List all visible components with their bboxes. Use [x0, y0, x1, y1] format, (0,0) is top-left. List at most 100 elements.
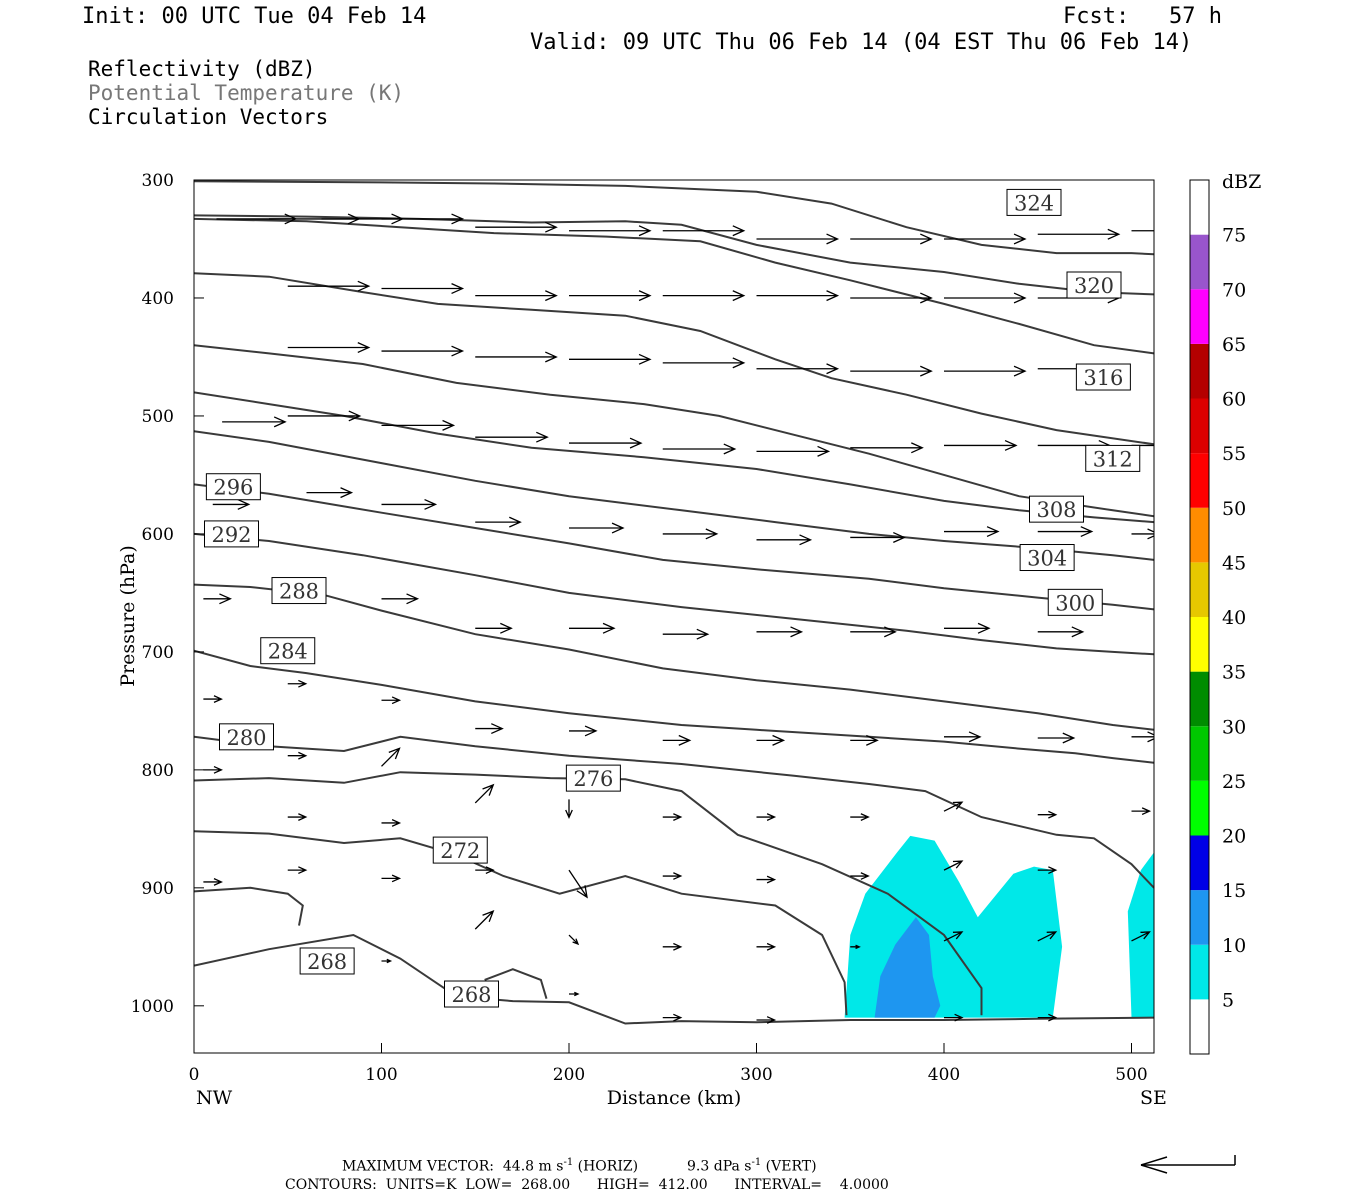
isentrope-292-8: [194, 532, 1154, 656]
circulation-vector: [1131, 807, 1152, 816]
circulation-vector: [569, 622, 616, 634]
circulation-vector: [1037, 732, 1076, 744]
circulation-vector: [944, 622, 991, 634]
isentrope-label: 292: [211, 523, 251, 547]
x-tick-label: 400: [928, 1065, 960, 1085]
circulation-vector: [943, 860, 964, 871]
isentrope-324-16: [194, 180, 1154, 256]
isentrope-label-box: [1019, 544, 1075, 572]
x-tick-label: 0: [189, 1065, 200, 1085]
y-tick-label: 300: [142, 171, 174, 191]
isentrope-label-box: [565, 764, 621, 792]
circulation-vector: [569, 522, 625, 534]
max-vector-vert-tag: (VERT): [765, 1158, 817, 1175]
circulation-vector: [306, 487, 354, 499]
isentrope-label: 300: [1055, 591, 1095, 615]
y-tick-label: 700: [142, 643, 174, 663]
circulation-vector: [569, 725, 598, 737]
circulation-vector: [203, 878, 223, 886]
circulation-vector: [569, 225, 652, 237]
circulation-vector: [1131, 731, 1154, 743]
circulation-vector: [850, 626, 897, 638]
circulation-vector: [569, 290, 652, 302]
isentrope-label: 316: [1083, 366, 1123, 390]
colorbar-level-label: 15: [1222, 880, 1246, 902]
circulation-vector: [569, 437, 643, 449]
circulation-vector: [943, 801, 964, 812]
isentrope-label: 272: [440, 839, 480, 863]
colorbar-segment: [1190, 617, 1209, 672]
colorbar-segment: [1190, 999, 1209, 1054]
colorbar-segment: [1190, 944, 1209, 1000]
circulation-vector: [1131, 931, 1151, 942]
isentrope-segment-2: [194, 886, 304, 926]
isentrope-304-11: [194, 391, 1154, 524]
colorbar-level-label: 65: [1222, 334, 1246, 356]
circulation-vector: [756, 363, 840, 375]
plot-frame: [193, 179, 1155, 1054]
circulation-vector: [1037, 931, 1058, 942]
circulation-vector: [381, 345, 465, 357]
x-axis-label: Distance (km): [607, 1087, 742, 1109]
circulation-vector: [1037, 228, 1121, 240]
isentrope-300-10: [194, 430, 1154, 561]
colorbar-segment: [1190, 726, 1209, 781]
circulation-vector: [662, 357, 746, 369]
isentrope-label-box: [260, 637, 316, 665]
x-tick-label: 300: [740, 1065, 772, 1085]
x-end-label-right: SE: [1140, 1087, 1167, 1109]
forecast-hour: Fcst: 57 h: [1063, 4, 1222, 29]
circulation-vector: [381, 498, 438, 510]
circulation-vector: [1131, 528, 1154, 540]
colorbar-level-label: 40: [1222, 607, 1246, 629]
circulation-vector: [475, 221, 558, 233]
circulation-vector: [756, 534, 813, 546]
isentrope-320-15: [194, 214, 1154, 296]
circulation-vector: [662, 1013, 683, 1022]
circulation-vector: [381, 593, 420, 605]
colorbar-segment: [1190, 835, 1209, 891]
isentrope-label: 308: [1036, 498, 1076, 522]
circulation-vector: [756, 445, 831, 457]
isentrope-label-box: [271, 577, 327, 605]
isentrope-label: 320: [1074, 274, 1114, 298]
colorbar-level-label: 45: [1222, 552, 1246, 574]
x-end-label-left: NW: [196, 1087, 233, 1109]
isentrope-label-box: [205, 473, 261, 501]
field-circulation-vectors: Circulation Vectors: [88, 105, 329, 129]
circulation-vector: [944, 1013, 964, 1022]
isentrope-label: 268: [451, 983, 491, 1007]
isentrope-label-box: [1006, 188, 1062, 216]
circulation-vector: [203, 593, 232, 605]
circulation-vector: [756, 626, 804, 638]
isentrope-label-box: [444, 980, 499, 1008]
circulation-vector: [1037, 626, 1085, 638]
circulation-vector: [203, 765, 223, 774]
circulation-vector: [756, 875, 777, 884]
isentrope-label: 324: [1014, 191, 1054, 215]
isentrope-label-box: [1047, 588, 1103, 616]
colorbar-segment: [1190, 289, 1209, 344]
isentrope-label-box: [204, 520, 259, 548]
circulation-vector: [756, 942, 777, 951]
circulation-vector: [287, 280, 371, 292]
max-vector-horiz-exp: -1: [563, 1157, 574, 1168]
circulation-vector: [756, 290, 840, 302]
y-tick-label: 400: [142, 289, 174, 309]
circulation-vector: [569, 353, 652, 365]
colorbar-segment: [1190, 343, 1209, 399]
isentrope-label-box: [1029, 495, 1084, 523]
circulation-vector: [287, 751, 308, 760]
circulation-vector: [381, 819, 402, 827]
circulation-vector: [756, 233, 840, 245]
max-vector-line: MAXIMUM VECTOR: 44.8 m s-1 (HORIZ) 9.3 d…: [342, 1157, 817, 1175]
circulation-vector: [381, 696, 402, 705]
colorbar-level-label: 35: [1222, 662, 1246, 684]
circulation-vector: [568, 934, 580, 946]
y-tick-label: 600: [142, 525, 174, 545]
colorbar-segment: [1190, 398, 1209, 454]
circulation-vector: [381, 283, 465, 295]
circulation-vector: [475, 516, 522, 528]
isentrope-label-box: [1075, 363, 1131, 391]
circulation-vector: [944, 365, 1027, 377]
